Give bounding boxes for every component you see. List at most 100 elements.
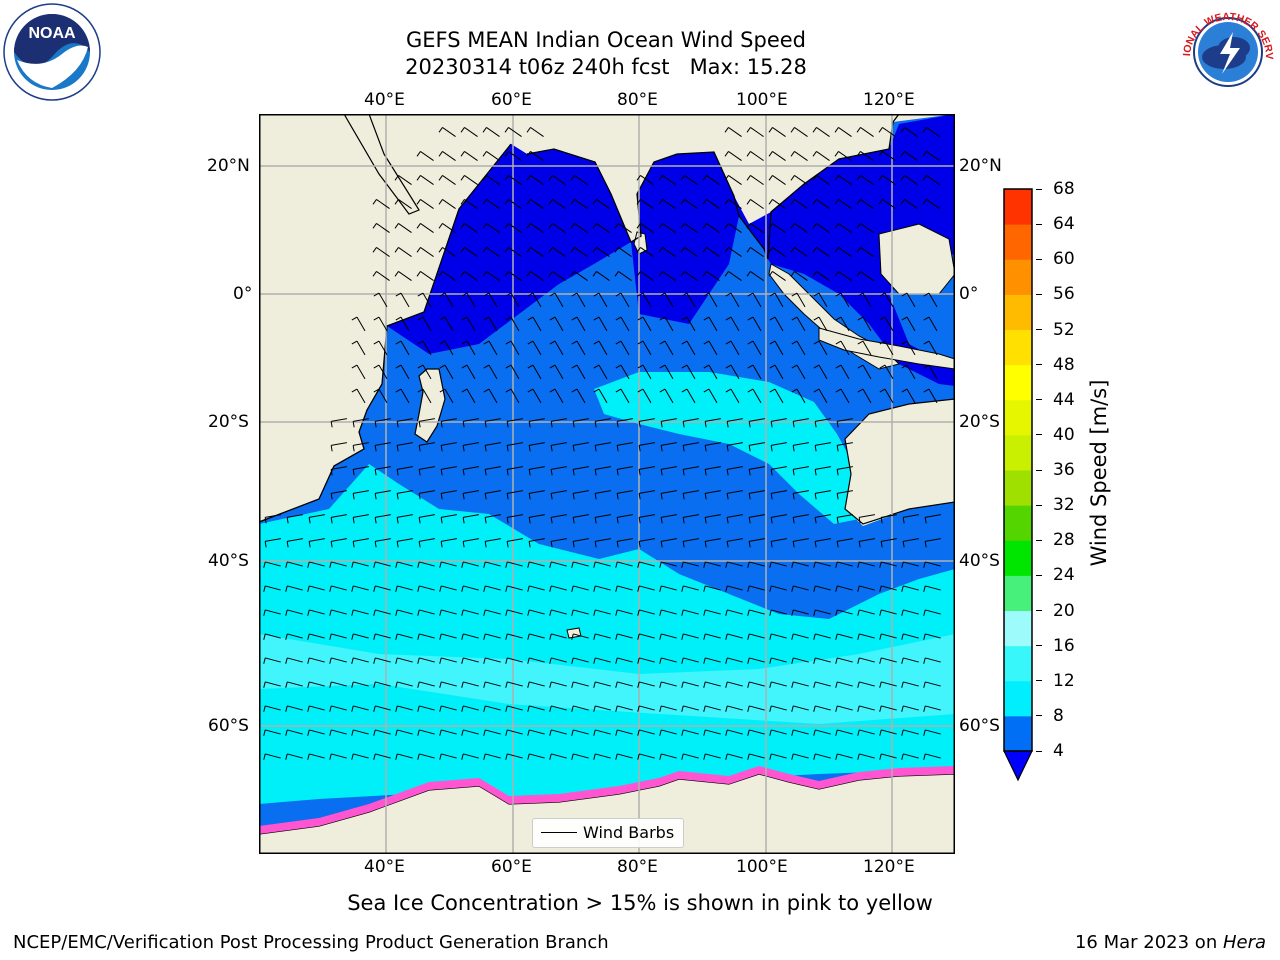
wind-barb-flag: [834, 247, 839, 253]
wind-barb: [397, 418, 413, 422]
wind-barb-flag: [506, 493, 509, 500]
wind-barb: [419, 609, 435, 615]
wind-barb: [375, 514, 391, 518]
wind-barb: [906, 292, 916, 308]
wind-barb: [400, 292, 410, 308]
wind-barb: [552, 247, 566, 257]
wind-barb: [684, 247, 698, 257]
wind-barb-flag: [263, 705, 266, 712]
wind-barb-flag: [726, 421, 729, 428]
wind-barb: [796, 292, 806, 308]
wind-barb-flag: [593, 705, 596, 712]
wind-barb-flag: [462, 421, 465, 428]
wind-barb: [859, 609, 875, 615]
wind-barb: [664, 388, 674, 404]
wind-barb-flag: [374, 493, 377, 500]
wind-barb-flag: [351, 657, 354, 664]
legend-barb-line: [541, 832, 577, 833]
wind-barb-flag: [482, 151, 487, 157]
wind-barb: [749, 418, 765, 422]
colorbar-tick-mark: [1036, 504, 1042, 506]
colorbar-under-arrow: [1003, 750, 1033, 782]
wind-barb: [859, 705, 875, 711]
wind-barb-flag: [373, 753, 376, 760]
wind-barb: [837, 538, 853, 542]
wind-barb: [331, 418, 347, 422]
wind-barb-flag: [527, 364, 534, 369]
wind-barb-flag: [505, 609, 508, 616]
wind-barb-flag: [769, 561, 772, 568]
wind-barb-flag: [725, 561, 728, 568]
wind-barb-flag: [682, 421, 685, 428]
wind-barb: [598, 340, 608, 356]
red-sea-coast: [343, 114, 420, 215]
wind-barb: [705, 729, 721, 735]
wind-barb: [793, 753, 809, 759]
asia-coastline: [526, 114, 900, 260]
wind-barb-flag: [901, 340, 908, 345]
wind-barb-flag: [417, 633, 420, 640]
colorbar-tick-mark: [1036, 364, 1042, 366]
wind-barb-flag: [901, 316, 908, 321]
wind-barb-flag: [746, 223, 751, 229]
wind-barb-flag: [923, 633, 926, 640]
wind-barb-flag: [571, 729, 574, 736]
wind-barb: [793, 657, 809, 663]
wind-barb-flag: [572, 493, 575, 500]
wind-barb-flag: [372, 271, 377, 277]
wind-barb-flag: [528, 421, 531, 428]
wind-barb: [287, 729, 303, 735]
colorbar-cell: [1004, 505, 1032, 541]
wind-barb: [727, 633, 743, 639]
wind-barb: [463, 609, 479, 615]
wind-barb-flag: [768, 127, 773, 133]
wind-barb: [683, 490, 699, 494]
wind-barb-flag: [791, 681, 794, 688]
wind-barb-flag: [813, 292, 820, 297]
wind-barb-flag: [857, 364, 864, 369]
wind-barb-flag: [900, 175, 905, 181]
wind-barb: [486, 151, 500, 161]
wind-barb-flag: [439, 585, 442, 592]
wind-barb-flag: [769, 657, 772, 664]
wind-barb-flag: [923, 316, 930, 321]
wind-barb-flag: [857, 316, 864, 321]
wind-barb: [510, 316, 520, 332]
wind-barb-flag: [659, 609, 662, 616]
wind-barb-flag: [768, 247, 773, 253]
wind-barb-flag: [813, 681, 816, 688]
wind-barb-flag: [505, 561, 508, 568]
wind-barb-flag: [836, 421, 839, 428]
wind-barb-flag: [528, 493, 531, 500]
wind-barb: [903, 657, 919, 663]
wind-barb: [796, 388, 806, 404]
wind-barb: [881, 681, 897, 687]
wind-barb-flag: [769, 681, 772, 688]
wind-barb: [705, 585, 721, 591]
wind-barb-flag: [263, 753, 266, 760]
wind-barb: [486, 271, 500, 281]
wind-barb: [419, 490, 435, 494]
wind-barb: [684, 175, 698, 185]
wind-barb-flag: [571, 561, 574, 568]
wind-barb: [529, 418, 545, 422]
wind-barb-flag: [638, 493, 641, 500]
wind-barb: [774, 388, 784, 404]
wind-barb-flag: [660, 445, 663, 452]
wind-barb: [573, 466, 589, 470]
wind-barb: [925, 514, 941, 518]
wind-barb-flag: [637, 729, 640, 736]
wind-barb-flag: [637, 340, 644, 345]
wind-barb-flag: [550, 421, 553, 428]
wind-barb: [530, 223, 544, 233]
wind-barb-flag: [439, 657, 442, 664]
wind-barb-flag: [329, 585, 332, 592]
wind-barb-flag: [901, 388, 908, 393]
wind-barb: [441, 442, 457, 446]
wind-barb-flag: [856, 151, 861, 157]
wind-barb: [925, 681, 941, 687]
wind-barb: [464, 127, 478, 137]
wind-barb: [793, 585, 809, 591]
wind-barb: [837, 561, 853, 567]
wind-barb-flag: [879, 657, 882, 664]
